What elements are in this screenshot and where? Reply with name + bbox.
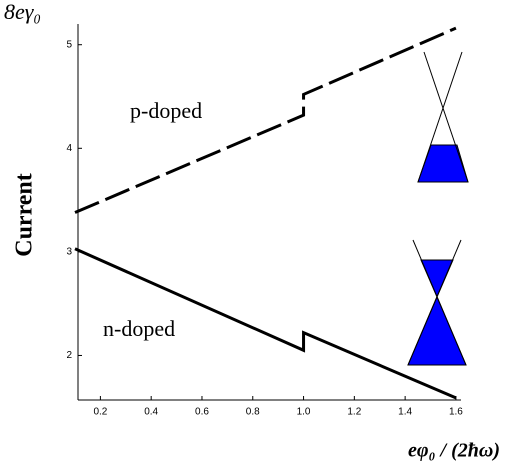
y-axis-label: Current xyxy=(12,173,38,257)
y-tick-label: 5 xyxy=(66,39,72,50)
x-tick-label: 1.4 xyxy=(398,407,412,418)
series-line xyxy=(74,247,457,400)
x-tick-label: 0.2 xyxy=(93,407,107,418)
x-tick-label: 1.0 xyxy=(297,407,311,418)
cone-fill xyxy=(407,295,467,366)
x-tick-label: 0.6 xyxy=(195,407,209,418)
cone-line xyxy=(423,51,469,183)
y-tick-label: 2 xyxy=(66,350,72,361)
cone-line xyxy=(407,239,462,366)
y-tick-label: 4 xyxy=(66,143,72,154)
cone-line xyxy=(412,239,467,366)
y-tick-label: 3 xyxy=(66,247,72,258)
cone-fill xyxy=(420,259,454,299)
x-tick-label: 0.8 xyxy=(246,407,260,418)
x-tick-label: 0.4 xyxy=(144,407,158,418)
annotation: p-doped xyxy=(130,98,202,123)
dirac-cone-n xyxy=(407,239,467,366)
x-axis-label: eφ₀ / (2ħω) xyxy=(408,440,500,462)
x-tick-label: 1.2 xyxy=(347,407,361,418)
dirac-cone-p xyxy=(417,51,469,183)
annotation: n-doped xyxy=(103,316,175,341)
cone-line xyxy=(417,51,463,183)
y-unit: 8eγ₀ xyxy=(4,0,41,24)
series-line xyxy=(74,26,457,214)
cone-fill xyxy=(417,144,469,183)
x-tick-label: 1.6 xyxy=(449,407,463,418)
